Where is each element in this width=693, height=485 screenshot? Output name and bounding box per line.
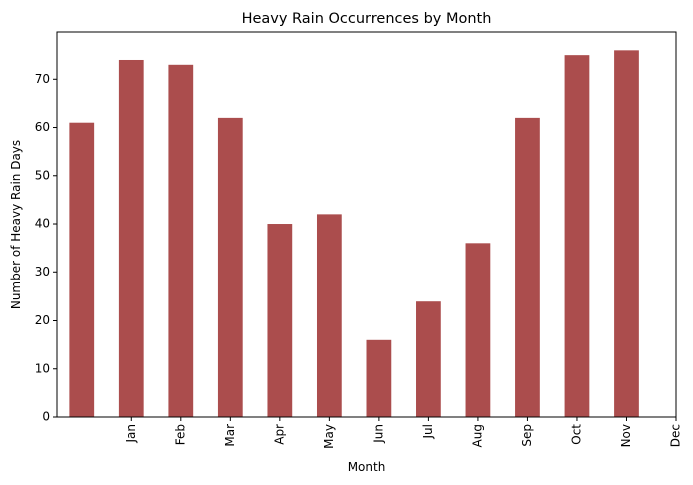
bar [316,214,342,417]
plot-frame [56,31,677,418]
bar [614,50,639,417]
x-tick-label: Mar [223,424,237,447]
y-tick-label: 40 [35,217,50,231]
x-tick-label: Sep [520,424,534,447]
bar [366,339,392,417]
bar [217,117,243,417]
x-tick-label: May [322,424,336,449]
x-tick-label: Apr [272,424,286,445]
bar [118,59,144,418]
x-tick-label: Jul [421,424,435,439]
bar [416,301,441,417]
x-tick-label: Dec [669,424,683,447]
x-axis-ticks: Jan Feb Mar Apr May Jun Jul Aug Sep Oct Nov Dec [124,417,683,449]
bar [267,224,293,417]
bar [465,243,491,417]
x-tick-label: Feb [173,424,187,445]
bar [69,122,95,417]
y-tick-label: 10 [35,361,50,375]
y-axis-ticks: 0 10 20 30 40 50 60 70 [35,72,57,424]
bar [168,64,194,418]
y-tick-label: 70 [35,72,50,86]
bar [564,55,590,417]
x-tick-label: Jun [371,424,385,444]
y-tick-label: 0 [42,410,50,424]
bar [515,117,540,417]
y-tick-label: 50 [35,168,50,182]
x-tick-label: Oct [569,424,583,445]
x-tick-label: Jan [124,424,138,444]
y-tick-label: 20 [35,313,50,327]
y-tick-label: 60 [35,120,50,134]
y-tick-label: 30 [35,265,50,279]
bars-group [69,50,639,418]
y-axis-label: Number of Heavy Rain Days [9,140,23,309]
x-axis-label: Month [348,460,386,474]
x-tick-label: Aug [470,424,484,447]
x-tick-label: Nov [619,424,633,447]
chart-title: Heavy Rain Occurrences by Month [242,11,492,27]
